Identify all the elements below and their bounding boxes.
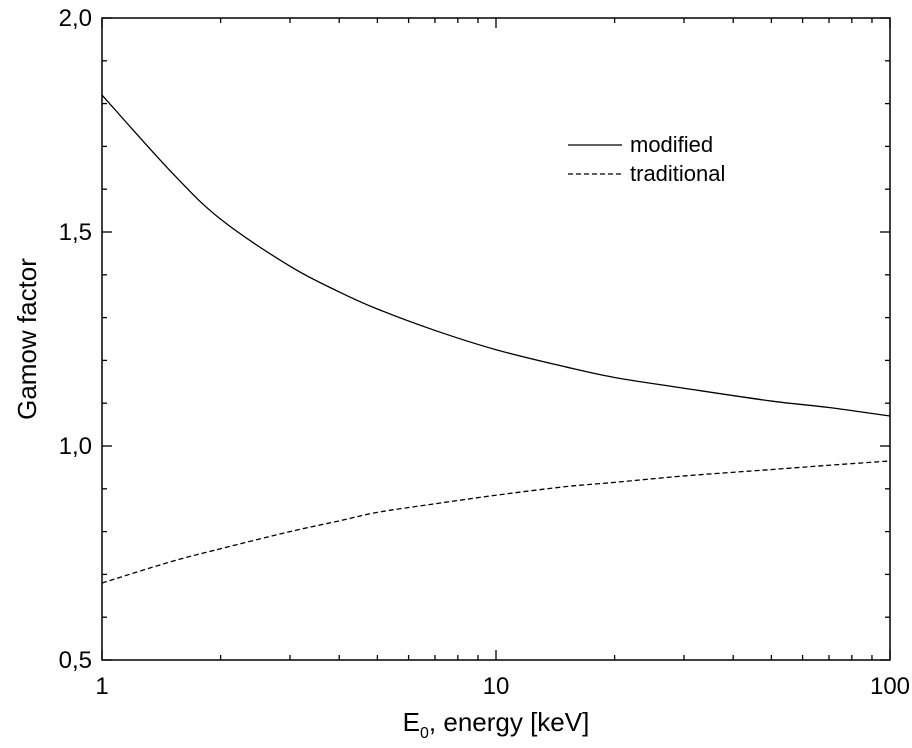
y-axis-title: Gamow factor	[12, 258, 42, 420]
legend-label-traditional: traditional	[630, 161, 725, 186]
y-tick-label: 1,5	[59, 219, 92, 246]
series-line-modified	[101, 94, 891, 417]
x-tick-label: 100	[870, 673, 910, 700]
x-tick-label: 10	[483, 673, 510, 700]
x-axis-title-rest: , energy [keV]	[429, 707, 589, 737]
x-tick-label: 1	[95, 673, 108, 700]
legend-label-modified: modified	[630, 132, 713, 157]
x-axis-title: E0, energy [keV]	[403, 707, 590, 742]
series-layer	[101, 94, 891, 584]
series-line-traditional	[101, 460, 891, 584]
axis-ticks: 0,5 1,0 1,5 2,0 1 10 100	[59, 5, 910, 700]
y-tick-label: 2,0	[59, 5, 92, 32]
y-tick-label: 0,5	[59, 647, 92, 674]
y-tick-label: 1,0	[59, 433, 92, 460]
legend: modified traditional	[568, 132, 725, 186]
x-axis-title-subscript: 0	[420, 725, 429, 742]
x-axis-title-main: E	[403, 707, 420, 737]
plot-frame	[101, 17, 891, 661]
